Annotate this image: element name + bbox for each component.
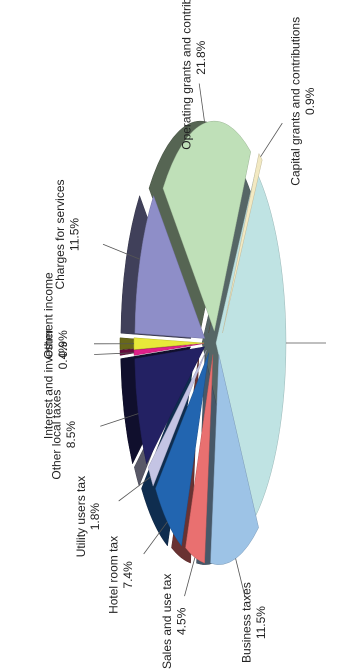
slice-label-1: Business taxes11.5% <box>240 582 268 663</box>
slice-value: 0.9% <box>303 87 317 115</box>
leader-line-9 <box>198 83 206 124</box>
slice-label-10: Capital grants and contributions0.9% <box>288 17 316 186</box>
slice-label-5: Other local taxes8.5% <box>50 390 78 480</box>
slice-label-8: Charges for services11.5% <box>53 179 81 289</box>
pie-slice-10 <box>222 152 263 333</box>
slice-name: Sales and use tax <box>160 574 174 669</box>
slice-label-2: Sales and use tax4.5% <box>160 574 188 669</box>
slice-value: 11.5% <box>68 218 82 251</box>
pie-slice-4 <box>148 350 207 487</box>
slice-value: 1.8% <box>88 503 102 531</box>
slice-value: 4.5% <box>175 607 189 635</box>
slice-name: Interest and investment income <box>42 272 56 439</box>
slice-value: 0.4% <box>56 342 70 370</box>
leader-line-4 <box>118 476 151 502</box>
slice-name: Operating grants and contributions <box>179 0 193 150</box>
slice-name: Other local taxes <box>50 390 64 480</box>
slice-name: Utility users tax <box>74 476 88 557</box>
slice-label-7: Other0.9% <box>41 329 69 359</box>
pie-slice-0 <box>215 169 287 517</box>
slice-name: Charges for services <box>53 179 67 289</box>
pie-slice-3 <box>155 352 210 547</box>
slice-label-4: Utility users tax1.8% <box>74 476 102 557</box>
leader-line-1 <box>235 558 246 598</box>
leader-line-10 <box>260 122 283 157</box>
slice-value: 8.5% <box>64 421 78 449</box>
slice-value: 21.8% <box>194 40 208 74</box>
slice-name: Business taxes <box>240 582 254 663</box>
leader-line-8 <box>102 243 141 260</box>
slice-value: 0.9% <box>56 330 70 358</box>
leader-line-3 <box>143 521 168 555</box>
leader-line-2 <box>184 557 196 597</box>
pie-slice-2 <box>185 354 214 564</box>
slice-name: Other <box>41 329 55 359</box>
slice-label-6: Interest and investment income0.4% <box>42 272 70 439</box>
slice-name: Hotel room tax <box>107 536 121 614</box>
pie-slice-9 <box>162 120 251 333</box>
pie-slice-8 <box>134 194 206 339</box>
slice-label-3: Hotel room tax7.4% <box>107 536 135 614</box>
slice-value: 7.4% <box>121 561 135 589</box>
leader-line-6 <box>94 352 135 355</box>
slice-value: 11.5% <box>254 606 268 639</box>
slice-name: Capital grants and contributions <box>288 17 302 186</box>
leader-line-5 <box>100 413 139 427</box>
slice-label-9: Operating grants and contributions21.8% <box>179 0 207 150</box>
